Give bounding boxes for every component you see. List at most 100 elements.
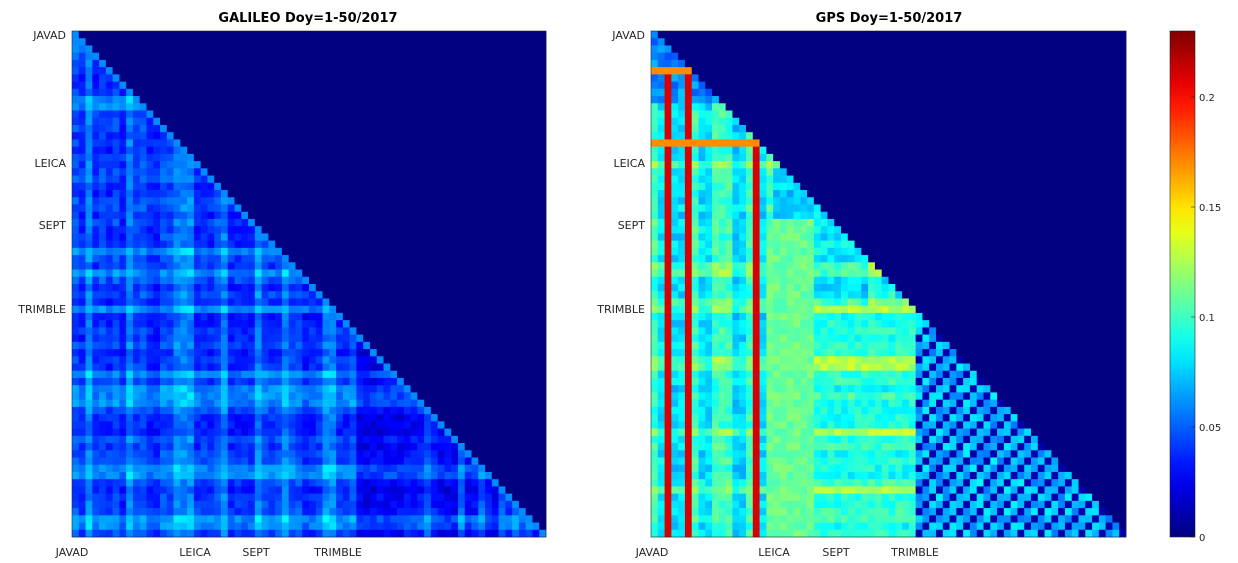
heatmap-cell: [336, 276, 344, 285]
heatmap-cell: [180, 464, 188, 473]
heatmap-cell: [512, 132, 520, 140]
heatmap-cell: [234, 117, 242, 126]
heatmap-cell: [214, 153, 222, 162]
heatmap-cell: [234, 45, 242, 54]
heatmap-cell: [119, 197, 127, 205]
heatmap-cell: [78, 226, 86, 234]
heatmap-cell: [281, 103, 290, 111]
heatmap-cell: [342, 59, 350, 68]
heatmap-cell: [92, 471, 100, 480]
heatmap-cell: [485, 276, 493, 285]
heatmap-cell: [78, 406, 86, 415]
heatmap-cell: [525, 240, 533, 249]
heatmap-cell: [512, 161, 520, 169]
heatmap-cell: [160, 45, 168, 54]
heatmap-cell: [471, 284, 479, 292]
heatmap-cell: [410, 515, 418, 523]
heatmap-cell: [268, 103, 276, 111]
heatmap-cell: [471, 522, 479, 531]
heatmap-cell: [424, 363, 432, 372]
heatmap-cell: [336, 334, 344, 343]
heatmap-cell: [302, 486, 310, 494]
heatmap-cell: [322, 443, 330, 451]
heatmap-cell: [214, 233, 222, 241]
heatmap-cell: [173, 443, 181, 451]
heatmap-cell: [119, 124, 127, 133]
heatmap-cell: [112, 356, 120, 364]
heatmap-cell: [187, 377, 195, 386]
heatmap-cell: [498, 175, 506, 184]
heatmap-cell: [854, 31, 862, 39]
heatmap-cell: [275, 96, 283, 104]
heatmap-cell: [457, 399, 466, 408]
heatmap-cell: [214, 341, 222, 350]
heatmap-cell: [241, 52, 249, 61]
heatmap-cell: [72, 218, 80, 227]
heatmap-cell: [417, 52, 425, 61]
heatmap-cell: [173, 392, 181, 401]
heatmap-cell: [539, 443, 547, 451]
heatmap-cell: [451, 262, 459, 270]
heatmap-cell: [248, 247, 256, 256]
heatmap-cell: [207, 443, 215, 451]
heatmap-cell: [410, 110, 418, 119]
heatmap-cells: [651, 31, 1127, 538]
heatmap-cell: [99, 428, 107, 437]
heatmap-cell: [207, 312, 215, 321]
heatmap-cell: [173, 52, 181, 61]
heatmap-cell: [329, 305, 337, 314]
heatmap-cell: [471, 385, 479, 393]
heatmap-cell: [390, 240, 398, 249]
heatmap-cell: [153, 450, 161, 458]
heatmap-cell: [518, 276, 527, 285]
heatmap-cell: [539, 428, 547, 437]
heatmap-cell: [417, 103, 425, 111]
heatmap-cell: [383, 349, 391, 357]
heatmap-cell: [451, 464, 459, 473]
heatmap-cell: [99, 226, 107, 234]
heatmap-cell: [295, 320, 303, 328]
heatmap-cell: [112, 182, 120, 191]
heatmap-cell: [505, 146, 513, 155]
heatmap-cell: [417, 226, 425, 234]
heatmap-cell: [376, 182, 384, 191]
heatmap-cell: [146, 218, 154, 227]
heatmap-cell: [525, 132, 533, 140]
heatmap-cell: [220, 500, 229, 509]
heatmap-cell: [248, 52, 256, 61]
heatmap-cell: [417, 392, 425, 401]
heatmap-cell: [430, 276, 439, 285]
heatmap-cell: [214, 38, 222, 46]
heatmap-cell: [437, 493, 445, 502]
heatmap-cell: [471, 117, 479, 126]
heatmap-cell: [349, 38, 357, 46]
heatmap-cell: [193, 305, 202, 314]
heatmap-cell: [119, 204, 127, 213]
heatmap-cell: [85, 276, 93, 285]
heatmap-cell: [248, 363, 256, 372]
heatmap-cell: [315, 276, 323, 285]
heatmap-cell: [356, 276, 364, 285]
heatmap-cell: [369, 334, 378, 343]
heatmap-cell: [512, 175, 520, 184]
heatmap-cell: [451, 284, 459, 292]
heatmap-cell: [518, 305, 527, 314]
heatmap-cell: [160, 399, 168, 408]
heatmap-cell: [78, 334, 86, 343]
heatmap-cell: [451, 31, 459, 39]
heatmap-cell: [302, 110, 310, 119]
heatmap-cell: [85, 414, 93, 422]
heatmap-cell: [349, 334, 357, 343]
heatmap-cell: [505, 117, 513, 126]
heatmap-cell: [390, 226, 398, 234]
heatmap-cell: [336, 124, 344, 133]
heatmap-cell: [302, 385, 310, 393]
heatmap-cell: [281, 399, 290, 408]
heatmap-cell: [451, 197, 459, 205]
heatmap-cell: [457, 443, 466, 451]
heatmap-cell: [281, 146, 290, 155]
heatmap-cell: [485, 529, 493, 538]
heatmap-cell: [349, 45, 357, 54]
heatmap-cell: [322, 327, 330, 335]
heatmap-cell: [1037, 31, 1045, 39]
